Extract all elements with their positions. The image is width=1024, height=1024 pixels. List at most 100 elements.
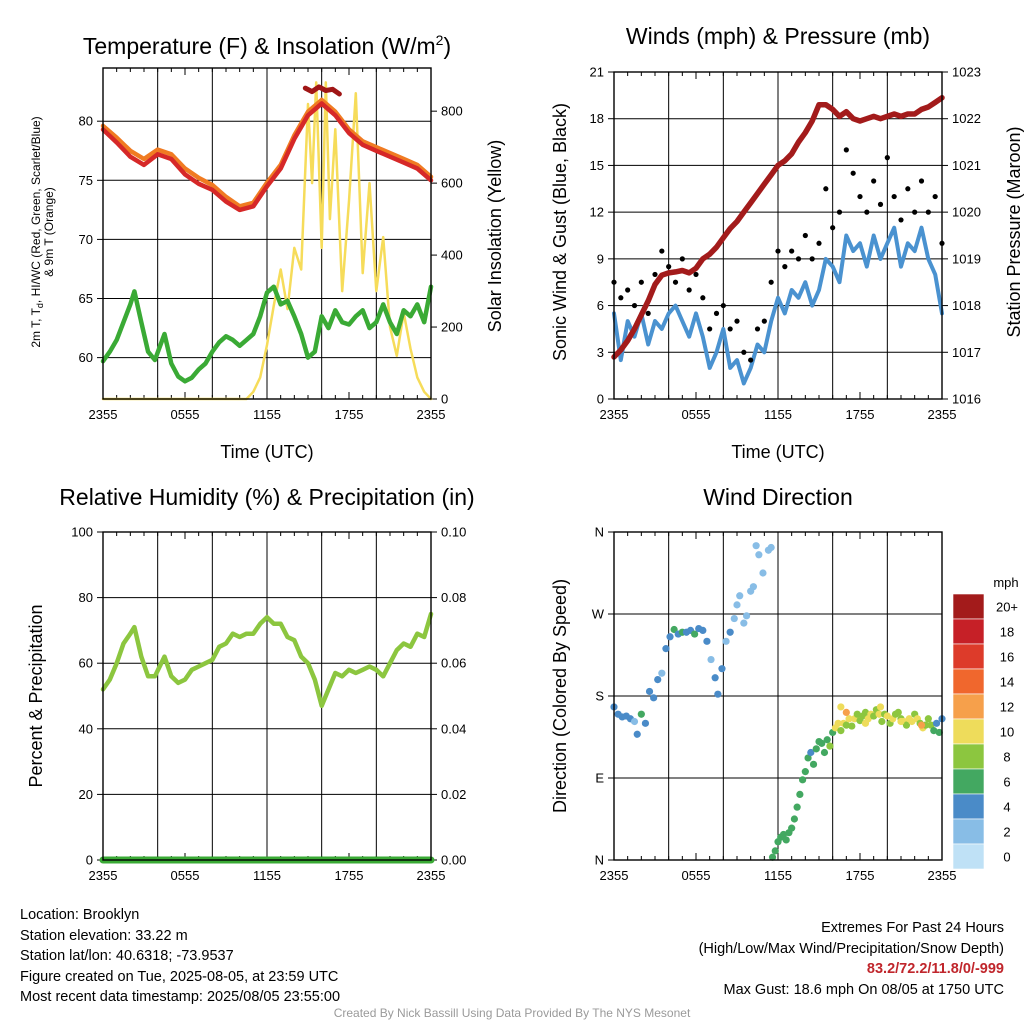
winds-xtick-label: 0555 <box>682 407 711 422</box>
dir-point <box>782 836 790 844</box>
temp-ytick-right-label: 400 <box>441 248 463 263</box>
winds-series-pressure <box>611 94 945 360</box>
winds-gust-point <box>795 256 802 262</box>
dir-point <box>842 721 850 729</box>
winds-ylabel-left: Sonic Wind & Gust (Blue, Black) <box>550 103 570 361</box>
winds-gust-point <box>748 357 754 363</box>
winds-ytick-right-label: 1017 <box>952 345 981 360</box>
winds-gust-point <box>843 147 849 153</box>
info-recent: Most recent data timestamp: 2025/08/05 2… <box>20 989 341 1005</box>
winds-gust-point <box>877 201 884 207</box>
dir-point <box>752 542 760 550</box>
winds-ytick-label: 18 <box>590 111 604 126</box>
legend-swatch <box>952 793 985 820</box>
rh-ytick-label: 80 <box>79 590 93 605</box>
winds-gust-point <box>679 256 685 262</box>
winds-gust-point <box>816 240 822 246</box>
winds-gust-point <box>775 248 781 254</box>
winds-ytick-label: 3 <box>597 345 604 360</box>
winds-gust-point <box>666 264 672 270</box>
winds-gust-point <box>720 302 726 309</box>
dir-point <box>730 614 738 623</box>
dir-ytick-label: N <box>595 525 604 540</box>
dir-point <box>790 815 799 823</box>
dir-point <box>637 710 645 718</box>
dir-point <box>645 687 654 696</box>
dir-point <box>930 727 938 735</box>
temp-ytick-label: 80 <box>79 114 93 129</box>
legend-label: 18 <box>1000 625 1014 640</box>
dir-point <box>845 715 853 723</box>
dir-point <box>658 669 666 677</box>
winds-gust-point <box>659 248 665 254</box>
dir-point <box>707 655 715 664</box>
winds-ytick-right-label: 1022 <box>952 111 981 126</box>
legend-label: 2 <box>1003 825 1010 840</box>
svg-text:& 9m T (Orange): & 9m T (Orange) <box>42 187 56 277</box>
extremes-info: Extremes For Past 24 Hours (High/Low/Max… <box>699 918 1004 1000</box>
winds-gust-point <box>761 318 767 324</box>
winds-xtick-label: 1155 <box>764 407 792 422</box>
dir-point <box>699 626 707 635</box>
winds-gust-point <box>686 287 692 293</box>
dir-plot-border <box>613 531 943 861</box>
rh-ytick-label: 40 <box>79 721 93 736</box>
winds-gust-point <box>830 225 836 231</box>
winds-gust-point <box>857 193 863 200</box>
dir-point <box>666 633 674 641</box>
rh-ytick-right-label: 0.10 <box>441 525 466 540</box>
winds-ytick-right-label: 1023 <box>952 65 981 80</box>
legend-label: 6 <box>1003 775 1010 790</box>
dir-point <box>842 708 850 717</box>
winds-ytick-label: 15 <box>590 158 604 173</box>
max-gust: Max Gust: 18.6 mph On 08/05 at 1750 UTC <box>723 981 1004 998</box>
winds-ytick-label: 12 <box>590 205 604 220</box>
temp-series-insolation <box>101 81 433 401</box>
dir-point <box>641 719 650 727</box>
dir-ytick-label: N <box>595 853 604 868</box>
dir-point <box>804 754 812 762</box>
dir-point <box>736 592 744 600</box>
legend-swatch <box>952 668 985 695</box>
rh-series-humidity <box>100 611 434 709</box>
dir-point <box>927 721 935 729</box>
info-elevation: Station elevation: 33.22 m <box>20 927 188 944</box>
dir-point <box>823 736 831 744</box>
winds-xtick-label: 2355 <box>928 407 957 422</box>
temp-series-green <box>100 284 434 384</box>
dir-point <box>861 708 870 717</box>
winds-gust-point <box>802 232 808 239</box>
temp-ytick-right-label: 0 <box>441 392 448 407</box>
dir-point <box>793 803 801 811</box>
winds-gust-point <box>741 349 747 355</box>
legend-title: mph <box>993 575 1018 590</box>
legend-label: 8 <box>1003 750 1010 765</box>
temp-xtick-label: 0555 <box>171 407 200 422</box>
rh-ytick-right-label: 0.02 <box>441 787 466 802</box>
dir-point <box>742 612 751 620</box>
winds-gust-point <box>754 326 761 332</box>
dir-point <box>924 715 932 723</box>
dir-point <box>714 690 722 698</box>
extremes-values: 83.2/72.2/11.8/0/-999 <box>866 961 1004 977</box>
legend-label: 10 <box>1000 725 1014 740</box>
winds-gust-point <box>905 186 911 192</box>
temp-series-maroon <box>302 84 342 97</box>
winds-gust-point <box>932 193 938 200</box>
dir-point <box>726 628 734 636</box>
winds-gust-point <box>707 326 713 332</box>
legend-swatch <box>952 593 985 620</box>
winds-ytick-right-label: 1016 <box>952 392 981 407</box>
temp-ytick-label: 60 <box>79 350 93 365</box>
temperature-ylabel-left: 2m T, Td, HI/WC (Red, Green, Scarlet/Blu… <box>29 116 56 347</box>
dir-point <box>875 710 883 718</box>
rh-ytick-right-label: 0.06 <box>441 656 466 671</box>
temperature-ylabel-right: Solar Insolation (Yellow) <box>485 140 505 332</box>
dir-point <box>796 790 804 799</box>
info-created: Figure created on Tue, 2025-08-05, at 23… <box>20 968 339 985</box>
dir-point <box>812 745 820 753</box>
winds-xtick-label: 1755 <box>846 407 875 422</box>
winds-gust-point <box>871 178 877 184</box>
legend-swatch <box>952 743 985 770</box>
